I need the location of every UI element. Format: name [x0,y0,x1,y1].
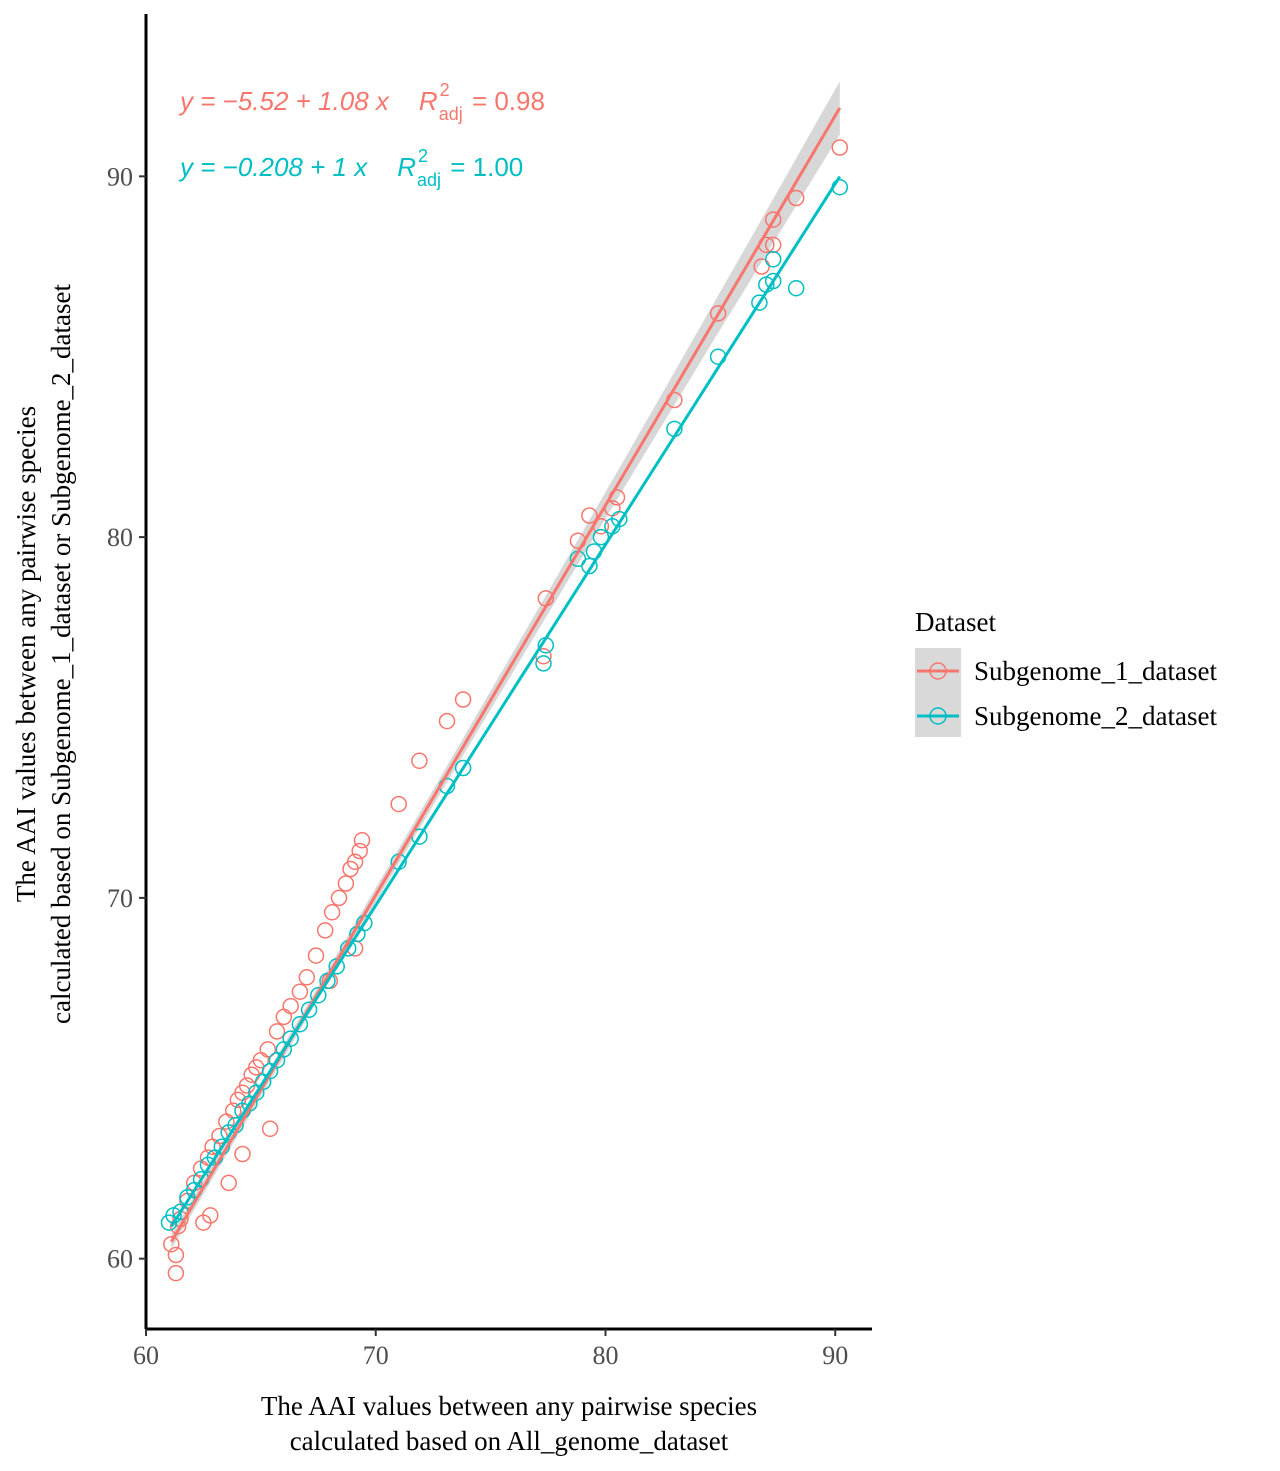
x-tick-label: 90 [822,1341,848,1370]
data-point [709,305,727,322]
data-point [275,1008,293,1026]
data-point [411,752,428,770]
data-point [307,947,325,964]
data-point [346,853,364,871]
y-tick-label: 70 [107,884,133,913]
plot-area [160,81,849,1282]
legend-marker-subgenome-1 [929,662,947,680]
data-point [787,189,805,207]
data-point [581,507,598,524]
legend-item-subgenome-2: Subgenome_2_dataset [917,701,1217,731]
data-point [298,969,316,986]
regression-equations: y = −5.52 + 1.08 x R 2 adj = 0.98 y = −0.208… [178,80,545,190]
data-point [291,983,309,1000]
data-point [337,875,355,892]
y-axis-title-line-2: calculated based on Subgenome_1_dataset … [46,283,76,1024]
y-axis-ticks: 60 70 80 90 [107,162,146,1274]
legend: Dataset Subgenome_1_dataset Subgenome_2_… [915,607,1217,737]
y-tick-label: 90 [107,162,133,191]
data-point [218,1113,235,1130]
data-point [831,139,849,156]
legend-item-subgenome-1: Subgenome_1_dataset [917,656,1217,686]
data-point [535,655,552,672]
data-point [202,1207,219,1224]
data-point [261,1120,279,1138]
data-point [351,842,368,860]
series-points-1 [163,139,849,1282]
data-point [787,279,805,297]
data-point [611,510,628,528]
x-tick-label: 60 [133,1341,159,1370]
data-point [751,294,768,311]
data-point [390,795,407,813]
y-tick-label: 60 [107,1245,133,1274]
y-tick-label: 80 [107,523,133,552]
data-point [316,922,334,939]
data-point [353,831,371,849]
data-point [330,889,348,907]
x-axis-title-line-2: calculated based on All_genome_dataset [290,1426,729,1456]
data-point [268,1023,286,1040]
data-point [234,1145,251,1163]
data-point [282,997,299,1015]
data-point [291,1015,309,1033]
data-point [259,1041,277,1058]
data-point [319,972,336,990]
data-point [310,987,327,1004]
data-point [764,272,782,290]
data-point [167,1264,185,1282]
data-point [592,528,610,546]
regression-equation-1: y = −5.52 + 1.08 x R 2 adj = 0.98 [178,80,545,124]
legend-marker-subgenome-2 [929,707,947,725]
data-point [167,1246,185,1264]
data-point [764,211,782,228]
data-point [211,1127,228,1145]
data-point [764,251,782,268]
data-point [454,759,472,777]
data-point [220,1174,237,1192]
legend-label-subgenome-2: Subgenome_2_dataset [974,701,1217,731]
x-tick-label: 70 [363,1341,389,1370]
data-point [300,1001,318,1018]
legend-title: Dataset [915,607,996,637]
regression-equation-2: y = −0.208 + 1 x R 2 adj = 1.00 [178,146,523,190]
x-axis-title-line-1: The AAI values between any pairwise spec… [261,1391,757,1421]
data-point [323,904,341,921]
data-point [163,1235,180,1253]
y-axis-title-line-1: The AAI values between any pairwise spec… [11,406,41,902]
data-point [581,557,598,575]
data-point [454,691,472,708]
data-point [438,712,456,730]
legend-label-subgenome-1: Subgenome_1_dataset [974,656,1217,686]
x-tick-label: 80 [592,1341,618,1370]
regression-line-2 [170,175,842,1228]
series-points-2 [160,178,849,1231]
data-point [282,1030,299,1047]
x-axis-ticks: 60 70 80 90 [133,1329,848,1370]
